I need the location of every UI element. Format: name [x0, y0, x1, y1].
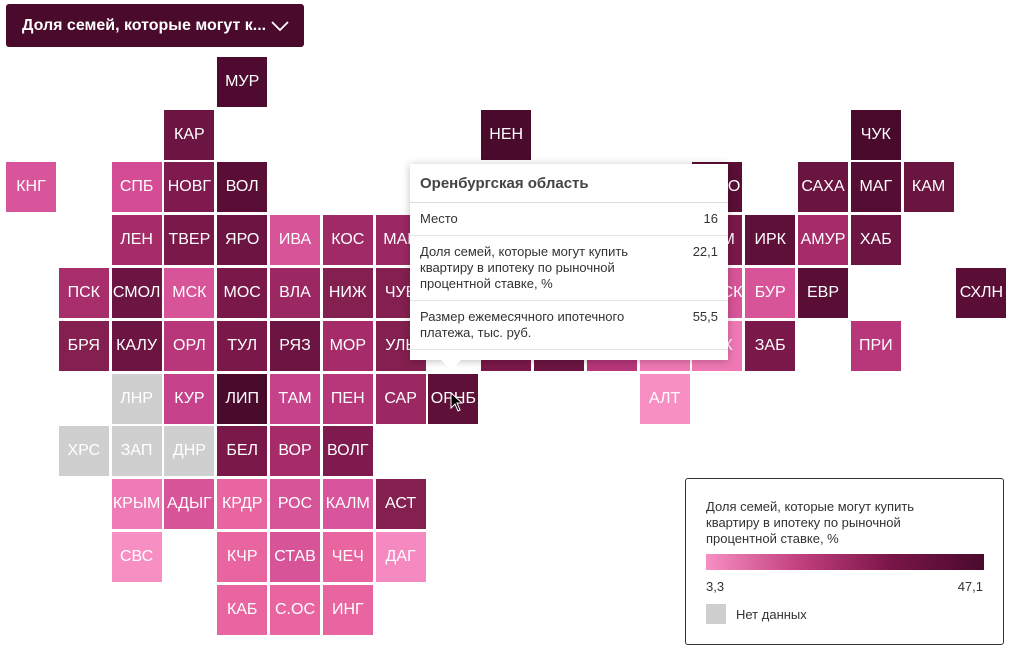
region-tile[interactable]: КАР	[164, 109, 215, 160]
region-tile[interactable]: НЕН	[481, 109, 532, 160]
region-tile[interactable]: ЗАП	[111, 426, 162, 477]
region-tile[interactable]: ВЛА	[270, 268, 320, 318]
region-tile[interactable]: САХА	[798, 162, 848, 213]
region-tile[interactable]: ХРС	[58, 426, 109, 477]
indicator-dropdown[interactable]: Доля семей, которые могут к...	[6, 4, 304, 47]
region-tile[interactable]: ВОЛГ	[322, 426, 373, 477]
region-tile[interactable]: ЧЕЧ	[322, 532, 373, 582]
region-tile[interactable]: ТУЛ	[217, 320, 268, 371]
region-tile[interactable]: ВОР	[270, 426, 320, 477]
region-tile[interactable]: МОР	[322, 320, 373, 371]
tooltip-row: Доля семей, которые могут купить квартир…	[410, 236, 728, 301]
region-tile[interactable]: ДНР	[164, 426, 215, 477]
tooltip-title: Оренбургская область	[410, 164, 728, 203]
region-tile[interactable]: НИЖ	[322, 268, 373, 318]
region-tile[interactable]: АДЫГ	[164, 479, 215, 530]
region-tile[interactable]: РОС	[270, 479, 320, 530]
region-tile[interactable]: КАБ	[217, 584, 268, 635]
region-tile[interactable]: КУР	[164, 373, 215, 424]
region-tile[interactable]: ПСК	[58, 268, 109, 318]
region-tile[interactable]: МАГ	[850, 162, 901, 213]
region-tile[interactable]: ИНГ	[322, 584, 373, 635]
tooltip-row-label: Размер ежемесячного ипотечного платежа, …	[420, 309, 625, 340]
region-tile[interactable]: ИВА	[270, 215, 320, 266]
no-data-label: Нет данных	[736, 607, 807, 622]
region-tile[interactable]: КАМ	[903, 162, 954, 213]
tooltip-row-label: Место	[420, 211, 458, 226]
tooltip-row-value: 55,5	[692, 309, 718, 324]
region-tile[interactable]: СВС	[111, 532, 162, 582]
region-tile[interactable]: КРЫМ	[111, 479, 162, 530]
region-tile[interactable]: ЯРО	[217, 215, 268, 266]
region-tile[interactable]: КАЛУ	[111, 320, 162, 371]
region-tile[interactable]: ПРИ	[850, 320, 901, 371]
tooltip-row: Размер ежемесячного ипотечного платежа, …	[410, 301, 728, 350]
region-tile[interactable]: ЛНР	[111, 373, 162, 424]
region-tile[interactable]: АЛТ	[639, 373, 690, 424]
region-tile[interactable]: ИРК	[745, 215, 796, 266]
region-tile[interactable]: НОВГ	[164, 162, 215, 213]
legend-max: 47,1	[957, 579, 983, 594]
region-tile[interactable]: АСТ	[375, 479, 426, 530]
region-tile[interactable]: ЗАБ	[745, 320, 796, 371]
region-tile[interactable]: САР	[375, 373, 426, 424]
region-tile[interactable]: КНГ	[6, 162, 56, 213]
region-tile[interactable]: ХАБ	[850, 215, 901, 266]
tooltip-row-label: Доля семей, которые могут купить квартир…	[420, 244, 629, 291]
region-tile[interactable]: МУР	[217, 56, 268, 107]
tooltip-arrow	[440, 359, 462, 370]
tooltip-row-value: 22,1	[692, 244, 718, 259]
region-tile[interactable]: БУР	[745, 268, 796, 318]
tooltip-row-value: 16	[703, 211, 718, 226]
no-data-swatch	[706, 604, 726, 624]
region-tile[interactable]: КЧР	[217, 532, 268, 582]
region-tile[interactable]: СХЛН	[956, 268, 1007, 318]
region-tile[interactable]: ДАГ	[375, 532, 426, 582]
color-legend: Доля семей, которые могут купить квартир…	[685, 478, 1004, 645]
region-tile[interactable]: КАЛМ	[322, 479, 373, 530]
region-tile[interactable]: СТАВ	[270, 532, 320, 582]
region-tile[interactable]: ТАМ	[270, 373, 320, 424]
region-tile[interactable]: МСК	[164, 268, 215, 318]
dropdown-label: Доля семей, которые могут к...	[22, 16, 267, 34]
legend-gradient-bar	[706, 554, 984, 570]
legend-title: Доля семей, которые могут купить квартир…	[706, 499, 915, 546]
region-tile[interactable]: СПБ	[111, 162, 162, 213]
legend-min: 3,3	[706, 579, 725, 594]
region-tile[interactable]: ЛИП	[217, 373, 268, 424]
region-tile[interactable]: ВОЛ	[217, 162, 268, 213]
region-tile[interactable]: ТВЕР	[164, 215, 215, 266]
region-tile[interactable]: БЕЛ	[217, 426, 268, 477]
region-tile[interactable]: РЯЗ	[270, 320, 320, 371]
region-tile[interactable]: АМУР	[798, 215, 848, 266]
region-tile[interactable]: ПЕН	[322, 373, 373, 424]
region-tile[interactable]: МОС	[217, 268, 268, 318]
chevron-down-icon	[270, 16, 290, 36]
region-tile[interactable]: ЕВР	[798, 268, 848, 318]
mouse-cursor-icon	[450, 391, 464, 417]
tooltip-row: Место 16	[410, 203, 728, 236]
region-tile[interactable]: КРДР	[217, 479, 268, 530]
region-tile[interactable]: С.ОС	[270, 584, 320, 635]
region-tile[interactable]: СМОЛ	[111, 268, 162, 318]
region-tile[interactable]: БРЯ	[58, 320, 109, 371]
region-tooltip: Оренбургская область Место 16 Доля семей…	[410, 164, 728, 370]
region-tile[interactable]: ОРЛ	[164, 320, 215, 371]
region-tile[interactable]: КОС	[322, 215, 373, 266]
region-tile[interactable]: ЛЕН	[111, 215, 162, 266]
region-tile[interactable]: ЧУК	[850, 109, 901, 160]
